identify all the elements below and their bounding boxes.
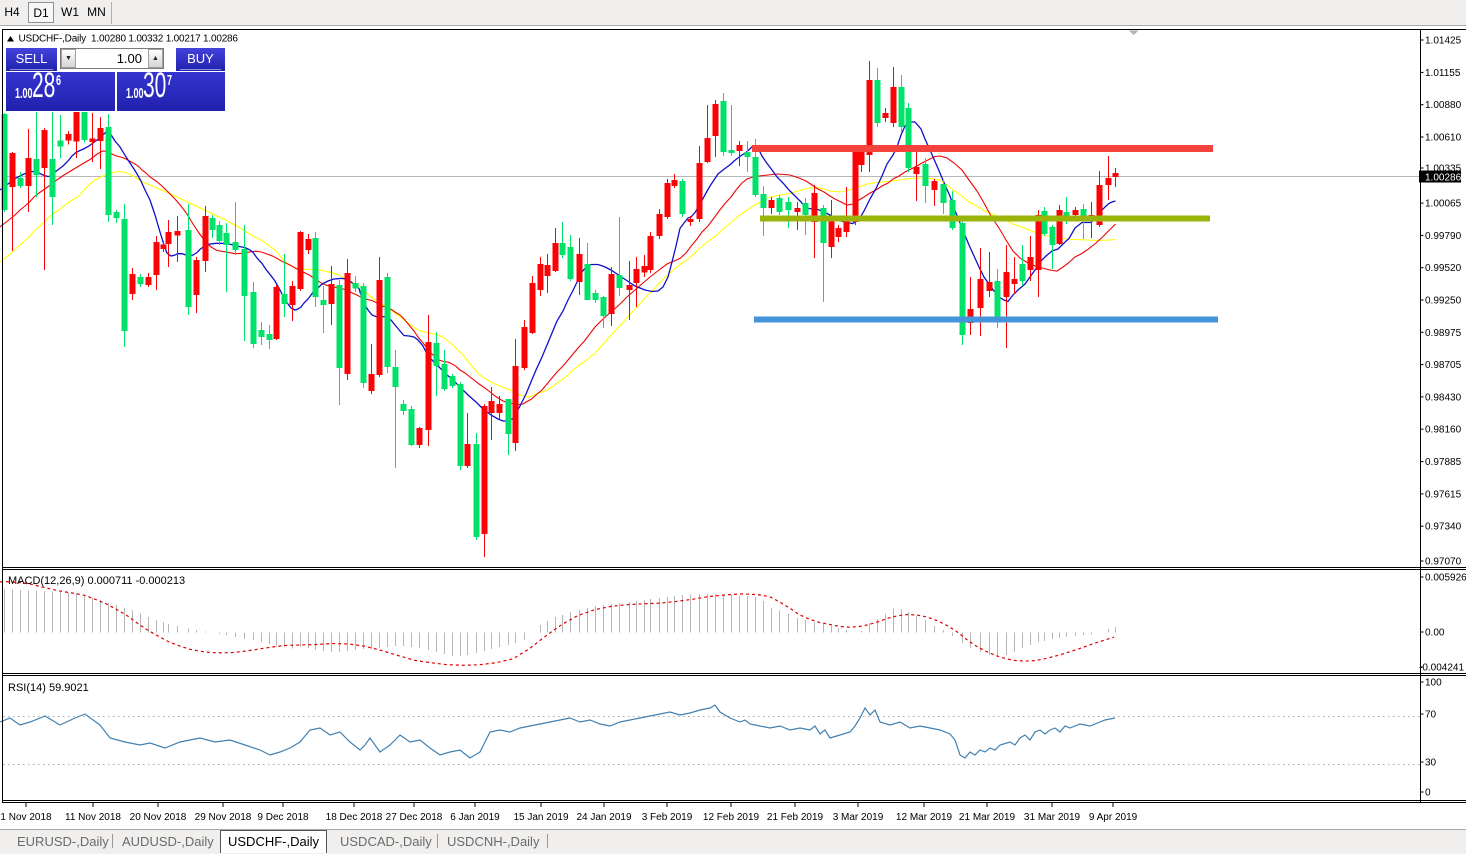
svg-text:31 Mar 2019: 31 Mar 2019 bbox=[1024, 812, 1081, 823]
svg-text:9 Dec 2018: 9 Dec 2018 bbox=[257, 812, 309, 823]
svg-text:30: 30 bbox=[1425, 758, 1437, 769]
svg-text:0.97615: 0.97615 bbox=[1425, 489, 1462, 500]
svg-text:0.99250: 0.99250 bbox=[1425, 296, 1462, 307]
svg-text:1 Nov 2018: 1 Nov 2018 bbox=[0, 812, 52, 823]
svg-text:USDCHF-,Daily 1.00280 1.00332: USDCHF-,Daily 1.00280 1.00332 1.00217 1.… bbox=[19, 34, 239, 45]
svg-text:1.01155: 1.01155 bbox=[1425, 68, 1461, 79]
svg-text:9 Apr 2019: 9 Apr 2019 bbox=[1089, 812, 1138, 823]
svg-text:1.00880: 1.00880 bbox=[1425, 100, 1462, 111]
svg-text:70: 70 bbox=[1425, 710, 1437, 721]
svg-text:-0.004241: -0.004241 bbox=[1419, 663, 1464, 674]
svg-text:0.98160: 0.98160 bbox=[1425, 425, 1462, 436]
svg-text:0.98705: 0.98705 bbox=[1425, 360, 1462, 371]
svg-text:100: 100 bbox=[1425, 678, 1442, 689]
svg-text:0.99520: 0.99520 bbox=[1425, 263, 1462, 274]
svg-text:3 Mar 2019: 3 Mar 2019 bbox=[833, 812, 884, 823]
svg-text:1.00286: 1.00286 bbox=[1425, 173, 1462, 184]
svg-text:3 Feb 2019: 3 Feb 2019 bbox=[642, 812, 693, 823]
svg-text:21 Feb 2019: 21 Feb 2019 bbox=[767, 812, 824, 823]
svg-text:0.97070: 0.97070 bbox=[1425, 557, 1462, 568]
svg-text:0.005926: 0.005926 bbox=[1425, 573, 1466, 584]
svg-text:29 Nov 2018: 29 Nov 2018 bbox=[195, 812, 252, 823]
svg-text:1.01425: 1.01425 bbox=[1425, 36, 1462, 47]
svg-text:21 Mar 2019: 21 Mar 2019 bbox=[959, 812, 1016, 823]
svg-text:0: 0 bbox=[1425, 788, 1431, 799]
svg-text:0.00: 0.00 bbox=[1425, 628, 1445, 639]
svg-text:18 Dec 2018: 18 Dec 2018 bbox=[326, 812, 383, 823]
svg-text:12 Mar 2019: 12 Mar 2019 bbox=[896, 812, 953, 823]
svg-text:1.00610: 1.00610 bbox=[1425, 133, 1462, 144]
svg-text:0.98975: 0.98975 bbox=[1425, 328, 1462, 339]
svg-text:1.00335: 1.00335 bbox=[1425, 164, 1462, 175]
svg-text:1.00065: 1.00065 bbox=[1425, 199, 1462, 210]
svg-text:RSI(14) 59.9021: RSI(14) 59.9021 bbox=[8, 682, 89, 694]
svg-text:27 Dec 2018: 27 Dec 2018 bbox=[386, 812, 443, 823]
svg-text:0.97340: 0.97340 bbox=[1425, 522, 1462, 533]
svg-text:0.98430: 0.98430 bbox=[1425, 392, 1462, 403]
svg-text:6 Jan 2019: 6 Jan 2019 bbox=[450, 812, 500, 823]
svg-text:0.97885: 0.97885 bbox=[1425, 457, 1462, 468]
svg-text:20 Nov 2018: 20 Nov 2018 bbox=[130, 812, 187, 823]
svg-text:12 Feb 2019: 12 Feb 2019 bbox=[703, 812, 760, 823]
svg-text:11 Nov 2018: 11 Nov 2018 bbox=[65, 812, 121, 823]
svg-text:24 Jan 2019: 24 Jan 2019 bbox=[576, 812, 631, 823]
svg-text:0.99790: 0.99790 bbox=[1425, 231, 1462, 242]
svg-text:15 Jan 2019: 15 Jan 2019 bbox=[513, 812, 568, 823]
svg-text:MACD(12,26,9) 0.000711 -0.0002: MACD(12,26,9) 0.000711 -0.000213 bbox=[8, 575, 185, 587]
